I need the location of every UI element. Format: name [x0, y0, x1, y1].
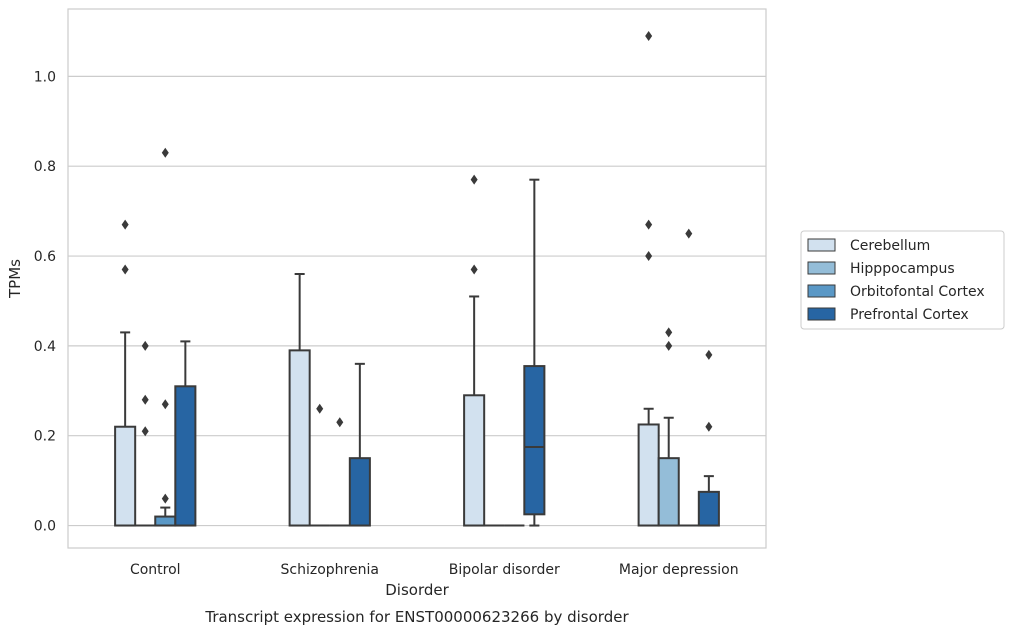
y-axis-label: TPMs — [6, 259, 24, 299]
box — [697, 490, 720, 527]
box-orbitofontal-cortex — [154, 506, 177, 527]
flier-point — [161, 493, 169, 504]
flier-point — [161, 399, 169, 410]
flier-point — [645, 30, 653, 41]
box-prefrontal-cortex — [523, 178, 546, 527]
box-prefrontal-cortex — [174, 340, 197, 527]
x-axis-label: Disorder — [385, 581, 449, 599]
flier-point — [470, 264, 478, 275]
box — [637, 423, 660, 527]
chart-title: Transcript expression for ENST0000062326… — [204, 608, 629, 626]
box-prefrontal-cortex — [348, 362, 371, 527]
legend-frame — [800, 230, 1005, 330]
flier-point — [470, 174, 478, 185]
box — [523, 365, 546, 516]
plot-frame — [67, 8, 767, 549]
box-cerebellum — [288, 273, 311, 527]
box — [174, 385, 197, 527]
flier-point — [121, 264, 129, 275]
box-hipppocampus — [657, 416, 680, 527]
box — [348, 457, 371, 527]
box-cerebellum — [114, 331, 137, 527]
y-tick-label: 1.0 — [34, 69, 56, 85]
legend-label: Hipppocampus — [850, 261, 955, 277]
flier-point — [316, 403, 324, 414]
y-tick-label: 0.8 — [34, 159, 56, 175]
flier-point — [705, 421, 713, 432]
flier-point — [161, 147, 169, 158]
y-tick-label: 0.4 — [34, 339, 56, 355]
box — [657, 457, 680, 527]
box — [114, 425, 137, 527]
flier-point — [645, 251, 653, 262]
fliers — [121, 30, 713, 504]
flier-point — [336, 417, 344, 428]
legend-label: Orbitofontal Cortex — [850, 284, 985, 300]
box-cerebellum — [463, 295, 486, 527]
y-tick-label: 0.0 — [34, 519, 56, 535]
x-tick-label: Schizophrenia — [281, 562, 379, 578]
x-tick-label: Control — [130, 562, 181, 578]
box — [463, 394, 486, 527]
flier-point — [645, 219, 653, 230]
legend-swatch — [807, 261, 836, 275]
box — [154, 515, 177, 527]
flier-point — [665, 340, 673, 351]
flier-point — [141, 426, 149, 437]
flier-point — [121, 219, 129, 230]
x-tick-label: Major depression — [619, 562, 739, 578]
flier-point — [141, 340, 149, 351]
legend-swatch — [807, 307, 836, 321]
legend: Cerebellum Hipppocampus Orbitofontal Corte… — [800, 230, 1005, 330]
boxes — [114, 178, 720, 527]
y-tick-label: 0.6 — [34, 249, 56, 265]
flier-point — [665, 327, 673, 338]
flier-point — [141, 394, 149, 405]
legend-swatch — [807, 238, 836, 252]
box-prefrontal-cortex — [697, 475, 720, 527]
box — [288, 349, 311, 527]
legend-label: Cerebellum — [850, 238, 930, 254]
flier-point — [705, 349, 713, 360]
x-tick-label: Bipolar disorder — [449, 562, 560, 578]
box-cerebellum — [637, 407, 660, 527]
flier-point — [685, 228, 693, 239]
legend-label: Prefrontal Cortex — [850, 307, 969, 323]
x-tick-labels: Control Schizophrenia Bipolar disorder Majo… — [130, 562, 739, 578]
y-tick-label: 0.2 — [34, 429, 56, 445]
y-tick-labels: 0.0 0.2 0.4 0.6 0.8 1.0 — [34, 69, 56, 534]
legend-swatch — [807, 284, 836, 298]
